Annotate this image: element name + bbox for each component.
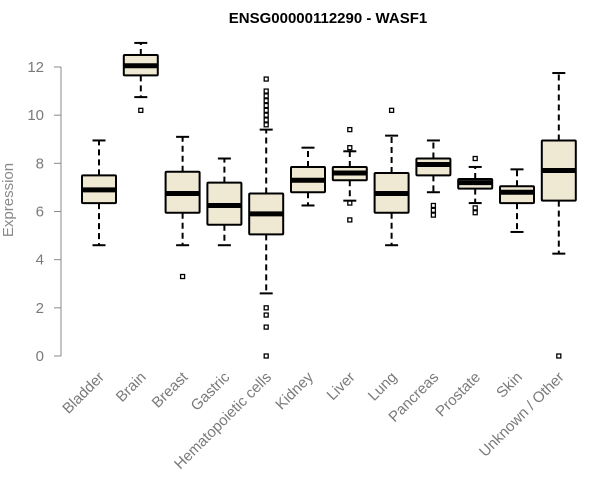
outlier-point	[263, 76, 269, 82]
outlier-point	[472, 155, 478, 162]
outlier-point	[263, 88, 269, 94]
outlier-point	[263, 93, 269, 99]
outlier-point	[347, 217, 353, 223]
outlier-point	[472, 210, 478, 216]
box-liver	[331, 126, 368, 223]
outlier-point	[472, 205, 478, 211]
x-category-label: Liver	[324, 369, 359, 404]
box-pancreas	[415, 139, 452, 218]
box-lung	[373, 107, 410, 247]
x-category-label: Brain	[113, 369, 150, 406]
y-tick-label: 8	[36, 155, 44, 172]
boxes-layer	[81, 41, 577, 359]
box-hematopoietic-cells	[248, 76, 285, 359]
x-category-label: Prostate	[432, 369, 484, 421]
y-tick-label: 6	[36, 204, 44, 221]
outlier-point	[263, 324, 269, 330]
box-skin	[499, 168, 535, 233]
x-category-label: Skin	[493, 369, 526, 402]
box-breast	[164, 135, 201, 280]
outlier-point	[388, 107, 395, 113]
chart-title: ENSG00000112290 - WASF1	[229, 10, 427, 27]
outlier-point	[263, 98, 269, 104]
outlier-point	[179, 273, 186, 280]
outlier-point	[347, 145, 353, 151]
outlier-point	[138, 107, 144, 113]
outlier-point	[263, 102, 269, 109]
outlier-point	[263, 305, 269, 311]
outlier-point	[263, 107, 269, 113]
outlier-point	[263, 117, 269, 123]
outlier-point	[263, 122, 269, 128]
y-axis: 0 2 4 6 8 10 12	[27, 59, 62, 365]
box-kidney	[290, 146, 326, 207]
outlier-point	[430, 207, 437, 213]
outlier-point	[430, 202, 437, 209]
outlier-point	[263, 353, 269, 359]
outlier-point	[347, 200, 353, 206]
box-unknown-other	[540, 72, 577, 359]
y-tick-label: 4	[36, 252, 44, 269]
outlier-point	[430, 212, 437, 218]
y-axis-label: Expression	[0, 163, 17, 237]
outlier-point	[347, 126, 353, 133]
box-brain	[122, 41, 159, 113]
y-tick-label: 10	[27, 107, 44, 124]
y-tick-label: 12	[27, 59, 44, 76]
box-bladder	[81, 139, 117, 247]
x-category-label: Breast	[149, 368, 192, 411]
x-category-label: Bladder	[59, 369, 108, 418]
outlier-point	[556, 353, 562, 359]
x-category-label: Kidney	[272, 368, 317, 413]
outlier-point	[263, 312, 269, 318]
outlier-point	[263, 112, 269, 118]
box-gastric	[206, 157, 243, 247]
y-tick-label: 0	[36, 348, 44, 365]
y-tick-label: 2	[36, 300, 44, 317]
box-prostate	[457, 155, 494, 216]
x-category-label: Lung	[365, 369, 401, 405]
